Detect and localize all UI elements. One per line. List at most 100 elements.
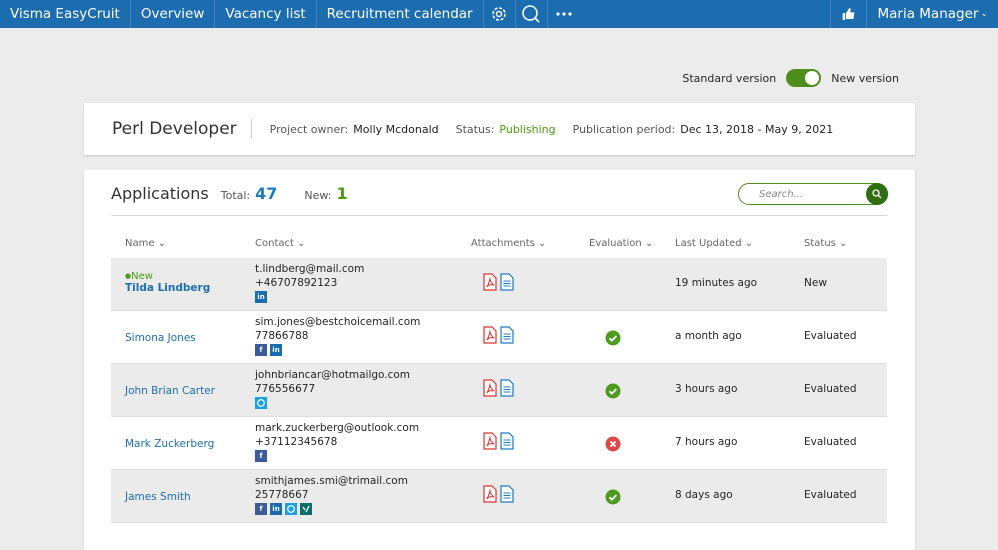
owner: Molly Mcdonald (353, 122, 439, 136)
status: Publishing (499, 122, 556, 136)
last-updated: 8 days ago (675, 489, 733, 501)
email: johnbriancar@hotmailgo.com (255, 369, 411, 381)
evaluation (605, 436, 621, 455)
brand[interactable]: Visma EasyCruit (0, 0, 131, 28)
evaluation (605, 383, 621, 402)
more-icon[interactable] (548, 0, 580, 28)
search-box[interactable]: Search... (738, 182, 888, 205)
phone: 25778667 (255, 489, 309, 501)
column-header[interactable]: Last Updated (675, 238, 753, 249)
email: t.lindberg@mail.com (255, 263, 365, 275)
nav-item[interactable]: Recruitment calendar (317, 0, 484, 28)
attachment-icons[interactable] (483, 273, 519, 291)
last-updated: 3 hours ago (675, 383, 738, 395)
evaluation (605, 489, 621, 508)
toggle-right-label: New version (831, 71, 899, 85)
social-icons: f in (255, 344, 420, 356)
attachment-icons[interactable] (483, 432, 519, 450)
total-label: Total: (220, 189, 251, 202)
phone: +37112345678 (255, 436, 338, 448)
attachment-icons[interactable] (483, 485, 519, 503)
owner-label: Project owner: (269, 122, 349, 136)
last-updated: 19 minutes ago (675, 277, 758, 289)
top-nav: Visma EasyCruit Overview Vacancy list Re… (0, 0, 998, 28)
facebook-icon[interactable]: f (255, 450, 267, 462)
contact-cell: smithjames.smi@trimail.com 25778667 f in (255, 474, 408, 515)
column-header[interactable]: Evaluation (589, 238, 653, 249)
toggle-left-label: Standard version (682, 71, 777, 85)
attachment-icons[interactable] (483, 379, 519, 397)
applicant-name[interactable]: Mark Zuckerberg (125, 438, 215, 450)
column-header[interactable]: Status (804, 238, 847, 249)
social-icons: in (255, 291, 364, 303)
attachment-icons[interactable] (483, 326, 519, 344)
applications-card: Applications Total: 47 New: 1 Search... Na… (84, 170, 915, 550)
new-label: New: (304, 189, 332, 202)
application-row[interactable]: Simona Jones sim.jones@bestchoicemail.co… (111, 311, 887, 364)
attachments (483, 485, 519, 506)
page: Visma EasyCruit Overview Vacancy list Re… (0, 0, 998, 527)
application-row[interactable]: John Brian Carter johnbriancar@hotmailgo… (111, 364, 887, 417)
status: New (804, 277, 827, 289)
column-header[interactable]: Contact (255, 238, 305, 249)
xing-icon[interactable] (300, 503, 312, 515)
applications-header: Applications Total: 47 New: 1 (111, 184, 887, 216)
applicant-name[interactable]: John Brian Carter (125, 385, 216, 397)
facebook-icon[interactable]: f (255, 344, 267, 356)
search-icon[interactable] (516, 0, 548, 28)
total: 47 (255, 184, 278, 203)
attachments (483, 326, 519, 347)
email: smithjames.smi@trimail.com (255, 475, 408, 487)
last-updated: a month ago (675, 330, 742, 342)
linkedin-icon[interactable]: in (270, 503, 282, 515)
user-menu[interactable]: Maria Manager ⌄ (866, 0, 998, 28)
evaluation (605, 330, 621, 349)
status: Evaluated (804, 383, 857, 395)
new-badge: New (125, 271, 210, 282)
phone: 776556677 (255, 383, 316, 395)
phone: 77866788 (255, 330, 309, 342)
evaluation-negative (605, 436, 621, 452)
social-icons (255, 397, 410, 409)
applicant-name[interactable]: James Smith (125, 491, 191, 503)
application-row[interactable]: Mark Zuckerberg mark.zuckerberg@outlook.… (111, 417, 887, 470)
contact-cell: mark.zuckerberg@outlook.com +37112345678 f (255, 421, 419, 462)
last-updated: 7 hours ago (675, 436, 738, 448)
social-icons: f (255, 450, 419, 462)
version-toggle: Standard version New version (682, 69, 899, 87)
evaluation-positive (605, 489, 621, 505)
status: Evaluated (804, 330, 857, 342)
search-button[interactable] (866, 182, 888, 205)
status: Evaluated (804, 489, 857, 501)
new-count: 1 (336, 184, 348, 203)
settings-icon[interactable] (484, 0, 516, 28)
skype-icon[interactable] (285, 503, 297, 515)
period: Dec 13, 2018 - May 9, 2021 (680, 122, 834, 136)
column-header[interactable]: Attachments (471, 238, 546, 249)
toggle-switch[interactable] (786, 69, 822, 87)
social-icons: f in (255, 503, 408, 515)
nav-item[interactable]: Vacancy list (215, 0, 317, 28)
linkedin-icon[interactable]: in (255, 291, 267, 303)
phone: +46707892123 (255, 277, 338, 289)
application-row[interactable]: James Smith smithjames.smi@trimail.com 25… (111, 470, 887, 523)
nav-item[interactable]: Overview (131, 0, 216, 28)
feedback-icon[interactable] (830, 0, 866, 28)
applicant-name[interactable]: Tilda Lindberg (125, 282, 211, 294)
evaluation-positive (605, 330, 621, 346)
applicant-name[interactable]: Simona Jones (125, 332, 196, 344)
job-card: Perl Developer Project owner: Molly Mcdon… (84, 103, 915, 155)
skype-icon[interactable] (255, 397, 267, 409)
evaluation-positive (605, 383, 621, 399)
column-header[interactable]: Name (125, 238, 166, 249)
linkedin-icon[interactable]: in (270, 344, 282, 356)
email: mark.zuckerberg@outlook.com (255, 422, 420, 434)
contact-cell: sim.jones@bestchoicemail.com 77866788 f in (255, 315, 420, 356)
search-placeholder: Search... (759, 188, 804, 200)
status-label: Status: (455, 122, 495, 136)
applications-title: Applications (111, 184, 209, 203)
attachments (483, 379, 519, 400)
status: Evaluated (804, 436, 857, 448)
facebook-icon[interactable]: f (255, 503, 267, 515)
